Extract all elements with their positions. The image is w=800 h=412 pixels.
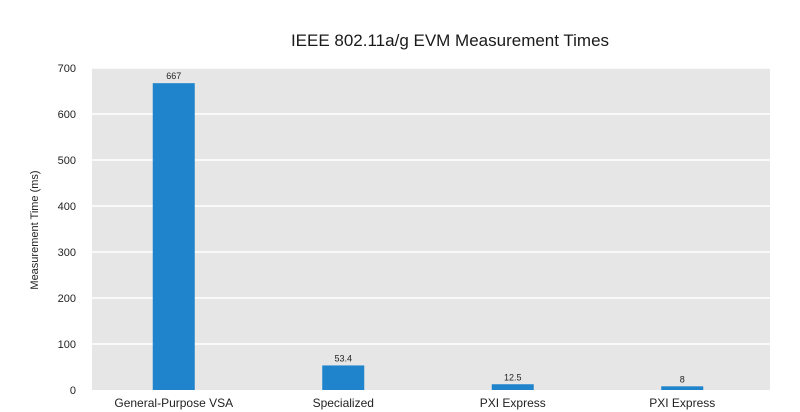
plot-area	[92, 68, 770, 390]
bar	[491, 384, 534, 390]
data-label: 12.5	[504, 372, 522, 382]
x-category-label: General-Purpose VSA	[114, 396, 233, 410]
x-axis-categories: General-Purpose VSA Specialized PXI Expres…	[114, 396, 715, 410]
y-axis-ticks: 0 100 200 300 400 500 600 700	[58, 63, 76, 397]
data-label: 53.4	[334, 353, 352, 363]
bar	[661, 386, 704, 390]
bars	[152, 83, 704, 391]
x-category-label: Specialized	[313, 396, 374, 410]
data-label: 8	[680, 374, 685, 384]
bar	[152, 83, 195, 391]
grid-lines	[92, 67, 770, 345]
y-tick-label: 200	[58, 293, 76, 305]
x-category-label: PXI Express	[480, 396, 546, 410]
y-tick-label: 0	[70, 385, 76, 397]
y-tick-label: 100	[58, 339, 76, 351]
y-axis-label: Measurement Time (ms)	[29, 170, 41, 289]
y-tick-label: 300	[58, 247, 76, 259]
y-tick-label: 600	[58, 109, 76, 121]
data-label: 667	[166, 71, 181, 81]
y-tick-label: 500	[58, 155, 76, 167]
chart-title: IEEE 802.11a/g EVM Measurement Times	[291, 31, 609, 50]
bar	[322, 365, 365, 390]
y-tick-label: 700	[58, 63, 76, 75]
x-category-label: PXI Express	[649, 396, 715, 410]
y-tick-label: 400	[58, 201, 76, 213]
data-labels: 667 53.4 12.5 8	[166, 71, 685, 384]
